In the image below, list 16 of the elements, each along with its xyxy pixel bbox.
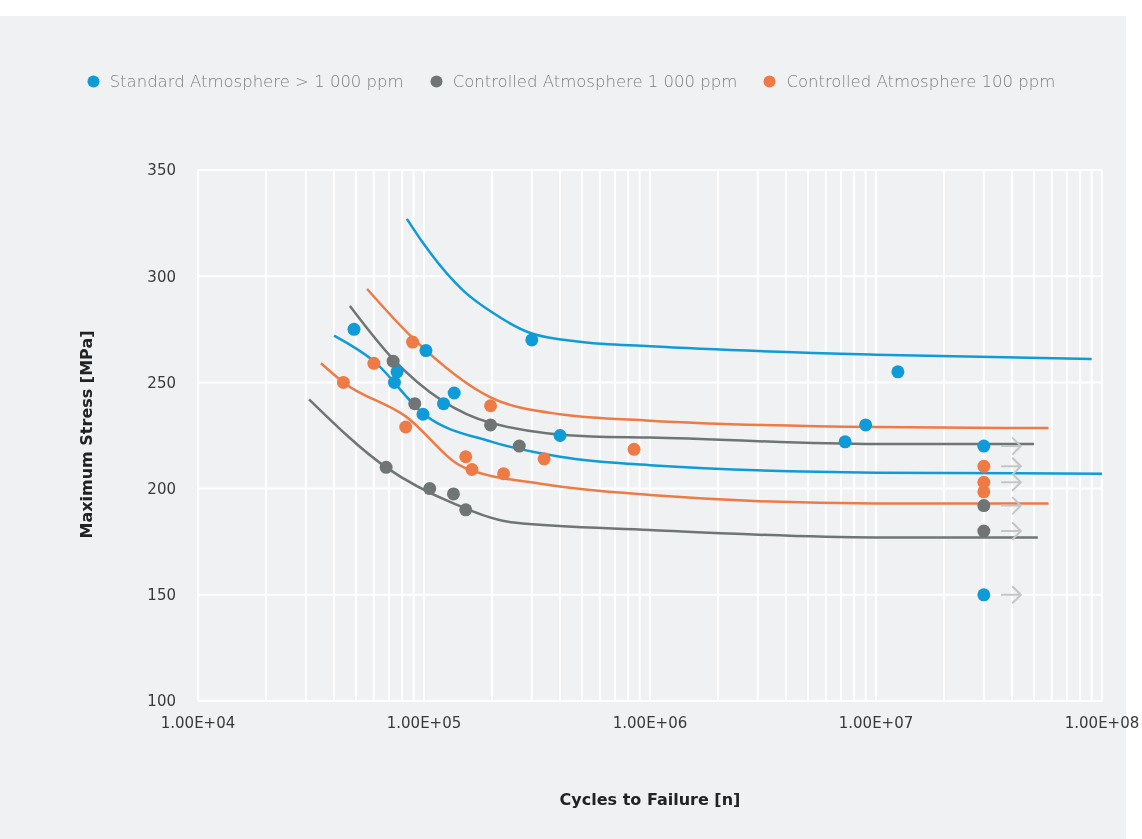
y-tick-label: 200	[147, 479, 176, 498]
x-tick-label: 1.00E+07	[838, 713, 914, 732]
x-tick-label: 1.00E+04	[160, 713, 236, 732]
y-tick-label: 150	[147, 586, 176, 605]
x-tick-label: 1.00E+08	[1064, 713, 1140, 732]
x-tick-label: 1.00E+05	[386, 713, 462, 732]
y-tick-label: 250	[147, 373, 176, 392]
y-tick-label: 350	[147, 161, 176, 180]
x-axis-title: Cycles to Failure [n]	[558, 790, 742, 809]
y-tick-label: 300	[147, 267, 176, 286]
legend-label: Controlled Atmosphere 100 ppm	[786, 72, 1056, 91]
y-tick-label: 100	[147, 692, 176, 711]
legend-label: Controlled Atmosphere 1 000 ppm	[452, 72, 738, 91]
x-tick-label: 1.00E+06	[612, 713, 688, 732]
legend-label: Standard Atmosphere > 1 000 ppm	[109, 72, 404, 91]
y-axis-title: Maximum Stress [MPa]	[76, 329, 96, 540]
